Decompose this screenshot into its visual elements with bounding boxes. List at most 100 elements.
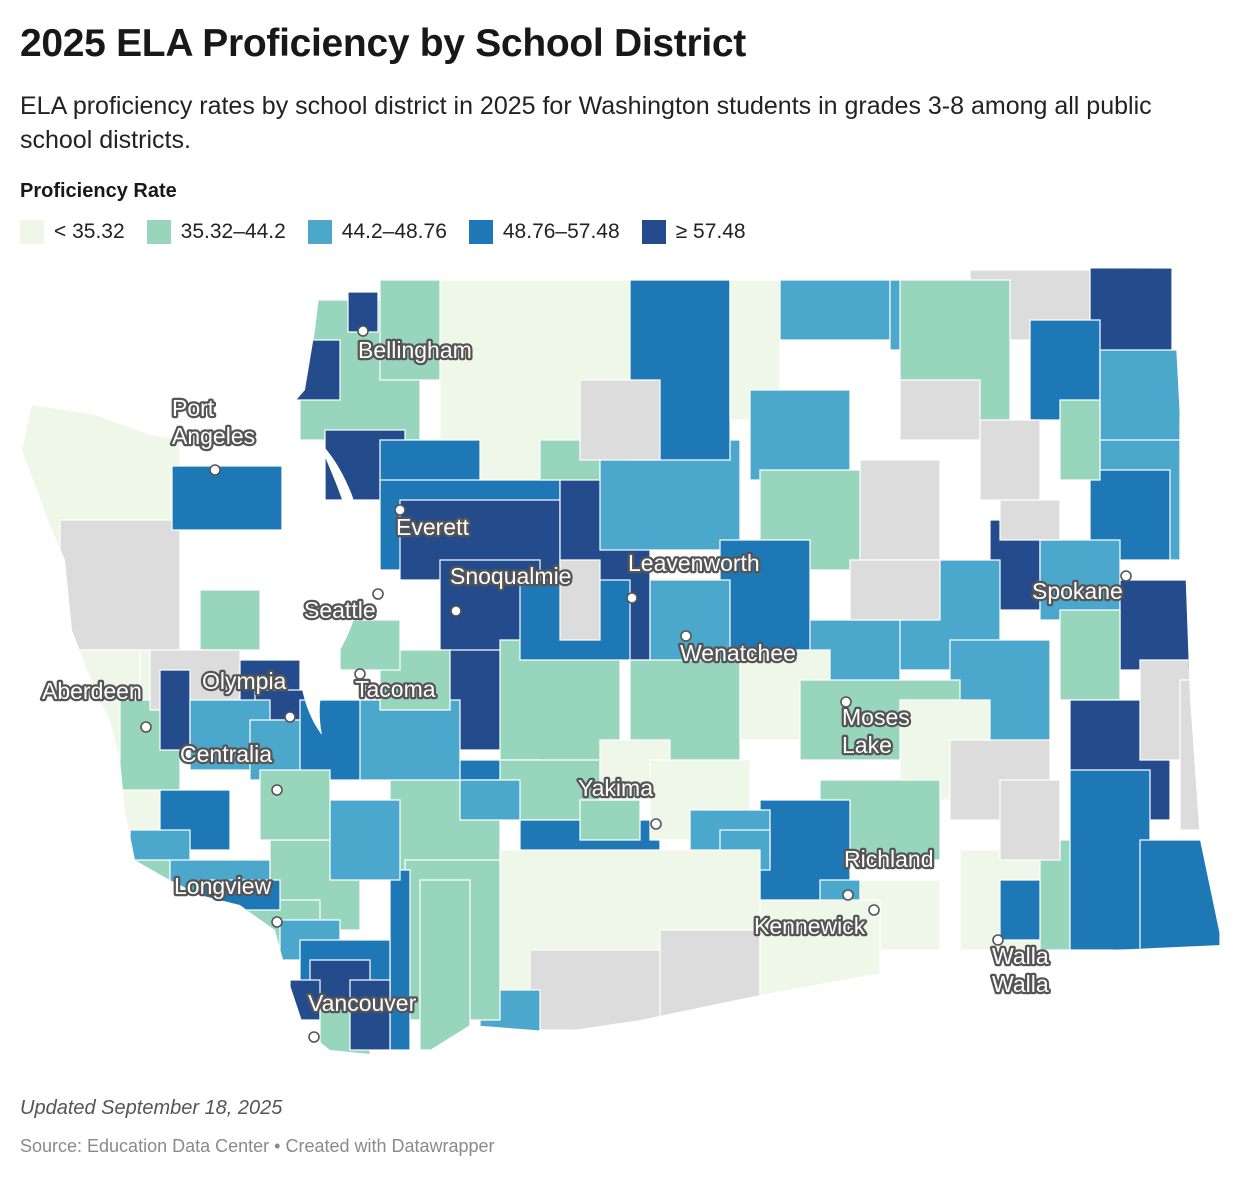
city-label: Port <box>172 395 215 421</box>
district-area <box>1179 679 1221 831</box>
city-label: Snoqualmie <box>450 563 571 589</box>
district-area <box>999 779 1061 861</box>
city-label: Angeles <box>172 423 255 449</box>
district-area <box>849 559 941 621</box>
legend-item[interactable]: 35.32–44.2 <box>146 220 286 244</box>
district-area <box>529 949 661 1031</box>
district-area <box>539 439 601 481</box>
city-marker <box>868 904 880 916</box>
district-area <box>459 779 521 821</box>
city-marker <box>680 630 692 642</box>
district-area <box>199 589 261 651</box>
city-marker <box>650 818 662 830</box>
district-area <box>279 339 341 401</box>
district-area <box>109 859 171 941</box>
legend-item[interactable]: < 35.32 <box>20 220 125 244</box>
district-area <box>359 699 461 781</box>
district-area <box>749 389 851 481</box>
city-marker <box>394 504 406 516</box>
district-area <box>779 279 891 341</box>
district-area <box>999 499 1061 541</box>
city-marker <box>840 696 852 708</box>
district-area <box>259 769 331 841</box>
city-marker <box>284 711 296 723</box>
district-area <box>1069 769 1151 951</box>
district-area <box>1119 579 1191 671</box>
district-area <box>659 929 761 1021</box>
city-label: Centralia <box>180 741 272 767</box>
district-area <box>579 379 661 461</box>
legend-swatch <box>307 220 332 244</box>
district-area <box>979 419 1041 501</box>
city-label: Kennewick <box>754 913 866 939</box>
district-layer <box>22 268 1221 1055</box>
district-area <box>419 879 471 1051</box>
city-label: Walla <box>992 943 1049 969</box>
city-label: Everett <box>396 514 469 540</box>
district-area <box>1059 609 1121 701</box>
legend-label: 48.76–57.48 <box>502 220 620 243</box>
legend-item[interactable]: 48.76–57.48 <box>468 220 620 244</box>
city-marker <box>357 325 369 337</box>
district-area <box>159 669 191 751</box>
district-area <box>899 379 981 441</box>
city-label: Tacoma <box>355 676 436 702</box>
district-area <box>389 869 411 1051</box>
legend-label: ≥ 57.48 <box>675 220 746 243</box>
city-marker <box>626 592 638 604</box>
district-area <box>1139 839 1221 951</box>
district-area <box>579 799 641 841</box>
district-area <box>1099 349 1181 451</box>
city-label: Aberdeen <box>42 678 142 704</box>
district-area <box>999 879 1041 941</box>
district-area <box>719 539 811 671</box>
city-label: Olympia <box>202 668 287 694</box>
district-area <box>171 465 283 531</box>
city-label: Vancouver <box>308 990 417 1016</box>
district-area <box>859 459 941 561</box>
legend-swatch <box>146 220 171 244</box>
city-label: Seattle <box>304 597 376 623</box>
city-marker <box>271 784 283 796</box>
source-credit: Source: Education Data Center • Created … <box>20 1136 495 1156</box>
chart-subtitle: ELA proficiency rates by school district… <box>20 92 1152 154</box>
city-label: Bellingham <box>358 337 472 363</box>
city-label: Moses <box>842 704 910 730</box>
city-marker <box>271 916 283 928</box>
legend: < 35.32 35.32–44.2 44.2–48.76 48.76–57.4… <box>20 219 768 245</box>
city-marker <box>209 464 221 476</box>
chart-title: 2025 ELA Proficiency by School District <box>20 22 746 65</box>
city-marker <box>140 721 152 733</box>
city-label: Spokane <box>1032 578 1123 604</box>
district-area <box>329 799 401 881</box>
city-marker <box>450 605 462 617</box>
city-marker <box>354 668 366 680</box>
district-area <box>1059 399 1101 481</box>
legend-item[interactable]: ≥ 57.48 <box>641 220 746 244</box>
puget-sound-water <box>299 440 363 735</box>
district-area <box>59 519 181 651</box>
city-label: Lake <box>842 732 892 758</box>
city-marker <box>1120 570 1132 582</box>
city-label: Leavenworth <box>628 550 760 576</box>
legend-swatch <box>641 220 666 244</box>
city-label: Wenatchee <box>680 640 796 666</box>
city-label: Richland <box>844 846 934 872</box>
legend-label: 44.2–48.76 <box>341 220 447 243</box>
legend-title: Proficiency Rate <box>20 180 177 202</box>
city-label: Walla <box>992 971 1049 997</box>
district-area <box>649 579 731 671</box>
legend-swatch <box>468 220 493 244</box>
legend-label: < 35.32 <box>54 220 125 243</box>
city-marker <box>842 889 854 901</box>
district-area <box>559 559 601 641</box>
city-marker <box>372 588 384 600</box>
legend-item[interactable]: 44.2–48.76 <box>307 220 447 244</box>
legend-label: 35.32–44.2 <box>180 220 286 243</box>
city-marker <box>308 1031 320 1043</box>
city-label: Yakima <box>578 775 653 801</box>
city-label: Longview <box>174 873 272 899</box>
legend-swatch <box>20 220 44 244</box>
updated-date: Updated September 18, 2025 <box>20 1097 283 1119</box>
